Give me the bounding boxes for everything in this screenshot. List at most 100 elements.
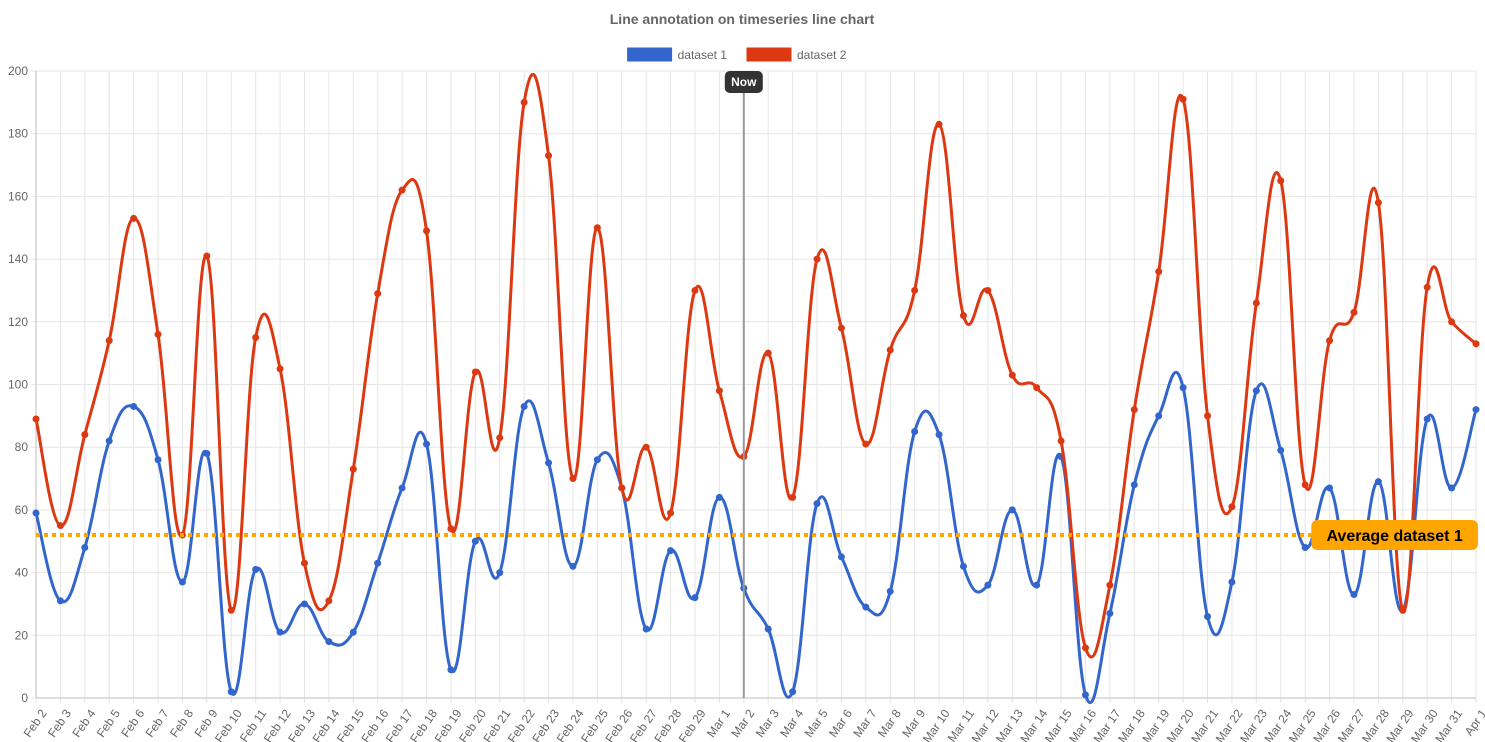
data-point-dataset-1[interactable] [1228,578,1236,586]
data-point-dataset-2[interactable] [1155,268,1163,276]
data-point-dataset-1[interactable] [1106,609,1114,617]
data-point-dataset-2[interactable] [1252,299,1260,307]
data-point-dataset-1[interactable] [300,600,308,608]
data-point-dataset-2[interactable] [227,606,235,614]
data-point-dataset-1[interactable] [1204,612,1212,620]
data-point-dataset-1[interactable] [1081,691,1089,699]
data-point-dataset-1[interactable] [1301,544,1309,552]
data-point-dataset-2[interactable] [203,252,211,260]
data-point-dataset-2[interactable] [935,120,943,128]
data-point-dataset-2[interactable] [56,522,64,530]
data-point-dataset-1[interactable] [1008,506,1016,514]
data-point-dataset-2[interactable] [959,312,967,320]
data-point-dataset-1[interactable] [496,569,504,577]
data-point-dataset-1[interactable] [1179,384,1187,392]
data-point-dataset-2[interactable] [81,431,89,439]
data-point-dataset-2[interactable] [1472,340,1480,348]
data-point-dataset-1[interactable] [764,625,772,633]
data-point-dataset-2[interactable] [496,434,504,442]
data-point-dataset-2[interactable] [423,227,431,235]
data-point-dataset-2[interactable] [32,415,40,423]
data-point-dataset-2[interactable] [667,509,675,517]
data-point-dataset-2[interactable] [1350,308,1358,316]
data-point-dataset-2[interactable] [154,330,162,338]
data-point-dataset-1[interactable] [593,456,601,464]
data-point-dataset-2[interactable] [911,286,919,294]
data-point-dataset-2[interactable] [1204,412,1212,420]
data-point-dataset-2[interactable] [593,224,601,232]
data-point-dataset-2[interactable] [1326,337,1334,345]
data-point-dataset-1[interactable] [715,493,723,501]
data-point-dataset-2[interactable] [252,333,260,341]
data-point-dataset-2[interactable] [1448,318,1456,326]
data-point-dataset-1[interactable] [1448,484,1456,492]
data-point-dataset-2[interactable] [1033,384,1041,392]
data-point-dataset-2[interactable] [886,346,894,354]
data-point-dataset-2[interactable] [471,368,479,376]
data-point-dataset-1[interactable] [1472,406,1480,414]
data-point-dataset-1[interactable] [227,688,235,696]
data-point-dataset-1[interactable] [447,666,455,674]
data-point-dataset-1[interactable] [813,500,821,508]
data-point-dataset-1[interactable] [911,428,919,436]
data-point-dataset-2[interactable] [1423,283,1431,291]
data-point-dataset-1[interactable] [325,638,333,646]
data-point-dataset-1[interactable] [56,597,64,605]
data-point-dataset-1[interactable] [789,688,797,696]
data-point-dataset-1[interactable] [886,587,894,595]
data-point-dataset-2[interactable] [349,465,357,473]
data-point-dataset-1[interactable] [837,553,845,561]
data-point-dataset-1[interactable] [349,628,357,636]
data-point-dataset-1[interactable] [1326,484,1334,492]
data-point-dataset-1[interactable] [1423,415,1431,423]
data-point-dataset-1[interactable] [178,578,186,586]
data-point-dataset-1[interactable] [520,402,528,410]
data-point-dataset-1[interactable] [545,459,553,467]
data-point-dataset-1[interactable] [105,437,113,445]
legend[interactable]: dataset 1 dataset 2 [627,47,847,62]
data-point-dataset-2[interactable] [1008,371,1016,379]
data-point-dataset-2[interactable] [1057,437,1065,445]
data-point-dataset-2[interactable] [1179,95,1187,103]
data-point-dataset-1[interactable] [1252,387,1260,395]
data-point-dataset-1[interactable] [276,628,284,636]
data-point-dataset-1[interactable] [374,559,382,567]
data-point-dataset-1[interactable] [862,603,870,611]
data-point-dataset-1[interactable] [81,544,89,552]
data-point-dataset-2[interactable] [618,484,626,492]
data-point-dataset-2[interactable] [1081,644,1089,652]
data-point-dataset-2[interactable] [398,186,406,194]
legend-item-dataset-2[interactable]: dataset 2 [746,47,847,62]
data-point-dataset-1[interactable] [691,594,699,602]
data-point-dataset-1[interactable] [667,547,675,555]
data-point-dataset-1[interactable] [1277,446,1285,454]
data-point-dataset-2[interactable] [1277,177,1285,185]
data-point-dataset-1[interactable] [154,456,162,464]
data-point-dataset-2[interactable] [300,559,308,567]
data-point-dataset-2[interactable] [1399,606,1407,614]
data-point-dataset-2[interactable] [130,214,138,222]
data-point-dataset-1[interactable] [423,440,431,448]
data-point-dataset-1[interactable] [959,562,967,570]
data-point-dataset-1[interactable] [1033,581,1041,589]
data-point-dataset-2[interactable] [984,286,992,294]
data-point-dataset-2[interactable] [691,286,699,294]
data-point-dataset-2[interactable] [1301,481,1309,489]
data-point-dataset-2[interactable] [1130,406,1138,414]
data-point-dataset-2[interactable] [789,493,797,501]
data-point-dataset-1[interactable] [1374,478,1382,486]
data-point-dataset-1[interactable] [984,581,992,589]
data-point-dataset-1[interactable] [471,537,479,545]
data-point-dataset-1[interactable] [130,402,138,410]
data-point-dataset-2[interactable] [642,443,650,451]
data-point-dataset-2[interactable] [1106,581,1114,589]
data-point-dataset-1[interactable] [203,449,211,457]
data-point-dataset-1[interactable] [935,431,943,439]
data-point-dataset-2[interactable] [764,349,772,357]
data-point-dataset-2[interactable] [105,337,113,345]
data-point-dataset-2[interactable] [447,525,455,533]
data-point-dataset-2[interactable] [1228,503,1236,511]
data-point-dataset-2[interactable] [715,387,723,395]
data-point-dataset-2[interactable] [520,98,528,106]
data-point-dataset-2[interactable] [862,440,870,448]
